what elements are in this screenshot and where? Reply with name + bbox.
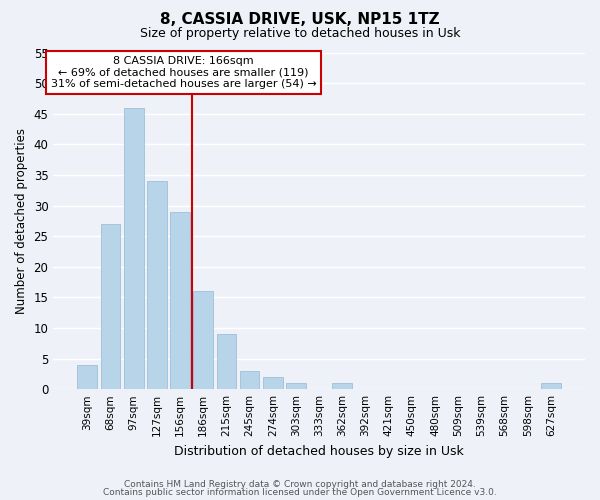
Text: Size of property relative to detached houses in Usk: Size of property relative to detached ho…: [140, 28, 460, 40]
Text: Contains public sector information licensed under the Open Government Licence v3: Contains public sector information licen…: [103, 488, 497, 497]
Bar: [124, 108, 143, 389]
Bar: [170, 212, 190, 389]
Bar: [541, 383, 561, 389]
Text: 8, CASSIA DRIVE, USK, NP15 1TZ: 8, CASSIA DRIVE, USK, NP15 1TZ: [160, 12, 440, 28]
Text: Contains HM Land Registry data © Crown copyright and database right 2024.: Contains HM Land Registry data © Crown c…: [124, 480, 476, 489]
Bar: [263, 377, 283, 389]
Bar: [101, 224, 121, 389]
X-axis label: Distribution of detached houses by size in Usk: Distribution of detached houses by size …: [174, 444, 464, 458]
Bar: [286, 383, 306, 389]
Text: 8 CASSIA DRIVE: 166sqm  
← 69% of detached houses are smaller (119)
31% of semi-: 8 CASSIA DRIVE: 166sqm ← 69% of detached…: [50, 56, 316, 89]
Bar: [193, 291, 213, 389]
Bar: [240, 371, 259, 389]
Bar: [147, 181, 167, 389]
Bar: [217, 334, 236, 389]
Y-axis label: Number of detached properties: Number of detached properties: [15, 128, 28, 314]
Bar: [332, 383, 352, 389]
Bar: [77, 364, 97, 389]
